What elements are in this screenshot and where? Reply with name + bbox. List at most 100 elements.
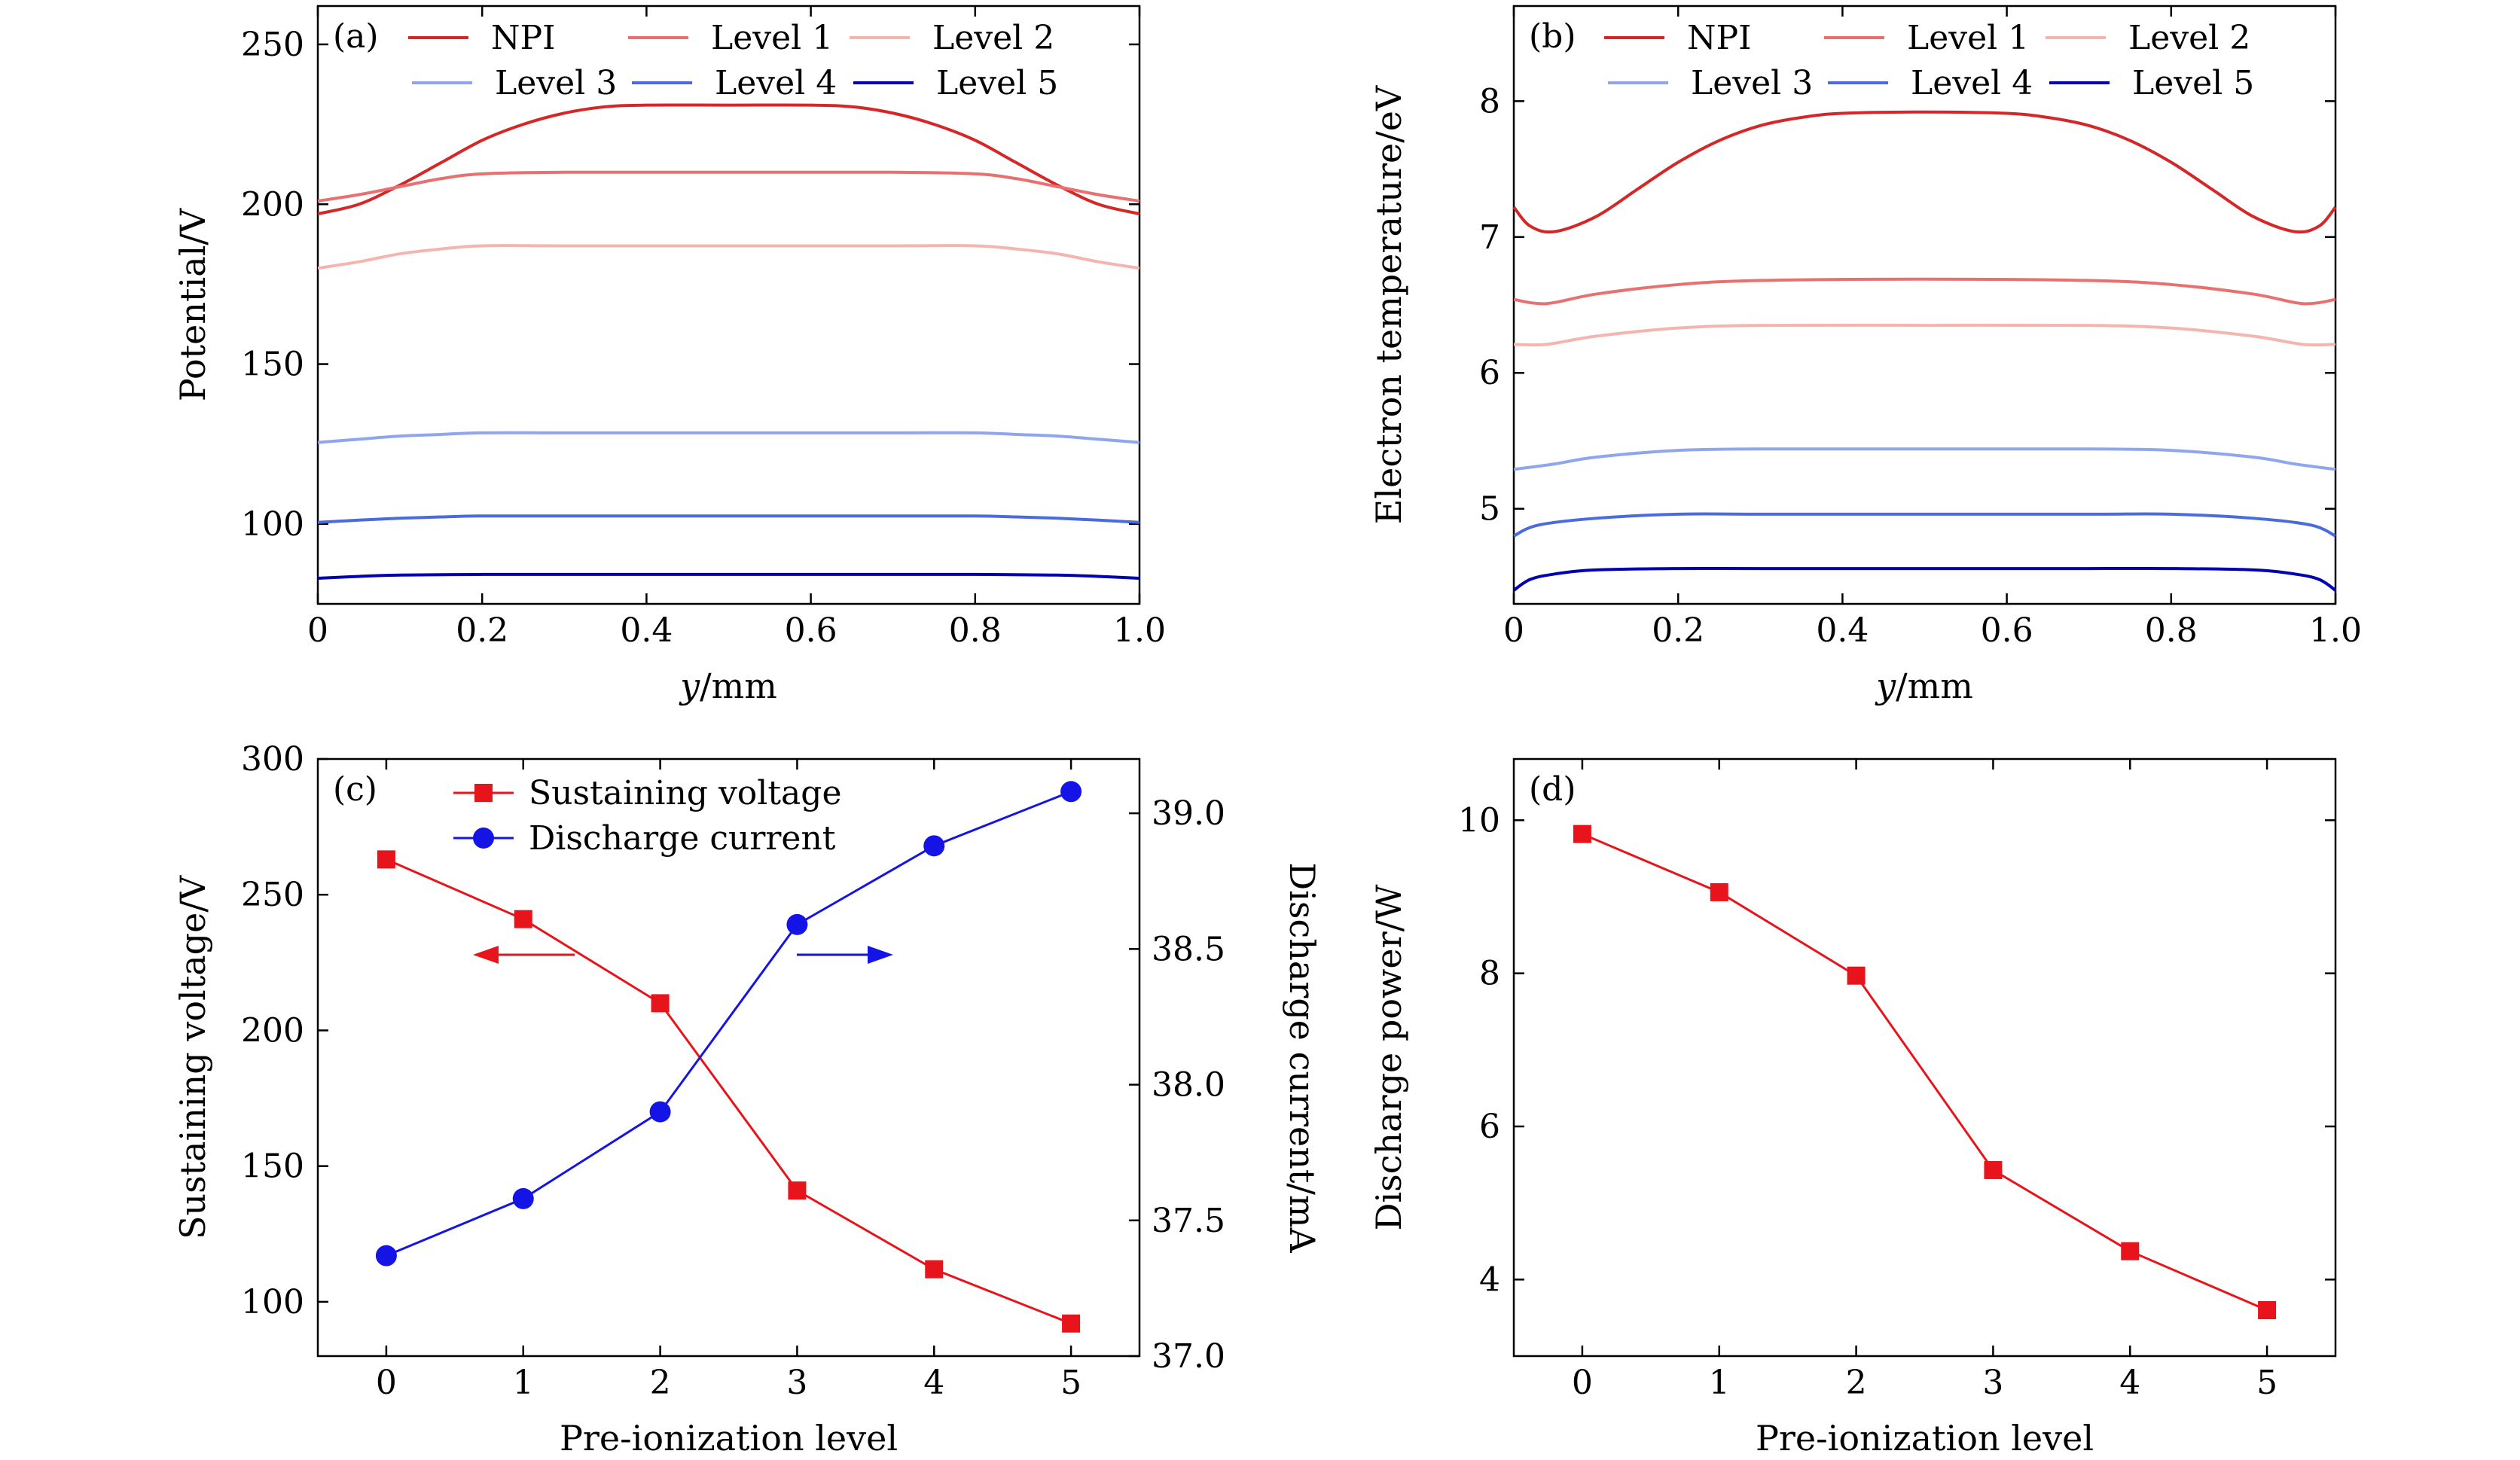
panel-label: (a) bbox=[333, 17, 379, 56]
panel-label: (b) bbox=[1529, 17, 1576, 56]
x-tick-label: 0.6 bbox=[1981, 611, 2033, 650]
chart-panel-b: 0 0.2 0.4 0.6 0.8 1.0 5 6 7 8 y/mm Electron tempera… bbox=[1368, 5, 2362, 706]
data-point-square bbox=[377, 850, 395, 869]
x-tick-label: 0.4 bbox=[1816, 611, 1869, 650]
data-point-circle bbox=[786, 913, 808, 935]
y-tick-label: 8 bbox=[1479, 82, 1500, 120]
data-point-circle bbox=[923, 835, 945, 857]
x-tick-label: 0.8 bbox=[2145, 611, 2198, 650]
x-tick-label: 3 bbox=[1982, 1364, 2003, 1402]
series-line-0 bbox=[1582, 833, 2268, 1312]
data-point-square bbox=[1710, 882, 1728, 901]
x-tick-label: 4 bbox=[2119, 1364, 2140, 1402]
x-axis-label: y/mm bbox=[1875, 666, 1973, 706]
series-line-5 bbox=[317, 572, 1140, 581]
data-point-circle bbox=[649, 1101, 671, 1123]
y-right-tick-label: 37.5 bbox=[1152, 1202, 1225, 1240]
legend-label: Level 5 bbox=[2132, 64, 2254, 102]
series-line-5 bbox=[1512, 566, 2337, 592]
y-tick-label: 300 bbox=[241, 740, 304, 779]
series-line-0 bbox=[386, 858, 1072, 1325]
x-tick-label: 0 bbox=[376, 1364, 397, 1402]
data-point-square bbox=[1847, 966, 1866, 985]
x-axis-label: Pre-ionization level bbox=[1756, 1418, 2094, 1458]
x-tick-label: 1 bbox=[513, 1364, 534, 1402]
y-axis-label: Potential/V bbox=[172, 208, 213, 401]
legend-label: Level 2 bbox=[2128, 19, 2250, 57]
y-tick-label: 100 bbox=[241, 505, 304, 544]
plot-frame bbox=[316, 5, 1141, 605]
series-line-3 bbox=[1513, 447, 2336, 471]
y-right-tick-label: 38.5 bbox=[1152, 930, 1225, 968]
chart-panel-a: 0 0.2 0.4 0.6 0.8 1.0 100 150 200 250 y/mm Potentia… bbox=[172, 5, 1166, 706]
x-tick-label: 2 bbox=[650, 1364, 671, 1402]
series-line-2 bbox=[317, 244, 1140, 270]
y-axis-label: Sustaining voltage/V bbox=[172, 875, 213, 1239]
data-point-square bbox=[1573, 824, 1591, 843]
chart-panel-c: 0 1 2 3 4 5 100 150 200 250 300 37.0 37.5 38.0 38.5 39.… bbox=[172, 740, 1323, 1458]
x-tick-label: 1.0 bbox=[1113, 611, 1166, 650]
series-line-1 bbox=[386, 790, 1072, 1257]
y-right-tick-label: 39.0 bbox=[1152, 794, 1225, 833]
data-point-square bbox=[1062, 1314, 1081, 1333]
y-tick-label: 5 bbox=[1479, 490, 1500, 529]
y-tick-label: 250 bbox=[241, 26, 304, 64]
x-tick-label: 0.2 bbox=[456, 611, 508, 650]
legend-label: Level 5 bbox=[936, 64, 1058, 102]
data-point-square bbox=[651, 994, 670, 1013]
legend-marker-square bbox=[474, 784, 493, 802]
legend-label: Sustaining voltage bbox=[529, 774, 842, 812]
series-line-0 bbox=[1512, 110, 2337, 234]
series-line-1 bbox=[317, 170, 1140, 203]
chart-panel-d: 0 1 2 3 4 5 4 6 8 10 Pre-ionization level Discharge… bbox=[1368, 757, 2337, 1458]
data-point-square bbox=[2258, 1301, 2277, 1319]
y-axis-label: Discharge power/W bbox=[1368, 884, 1409, 1231]
y-tick-label: 200 bbox=[241, 185, 304, 224]
y-tick-label: 6 bbox=[1479, 354, 1500, 392]
y-tick-label: 8 bbox=[1479, 955, 1500, 993]
x-tick-label: 0 bbox=[1572, 1364, 1593, 1402]
y-axis-right-label: Discharge current/mA bbox=[1282, 862, 1323, 1253]
x-tick-label: 0 bbox=[307, 611, 328, 650]
data-point-square bbox=[1984, 1160, 2003, 1179]
legend-label: NPI bbox=[491, 19, 556, 57]
x-tick-label: 1 bbox=[1709, 1364, 1730, 1402]
y-tick-label: 6 bbox=[1479, 1108, 1500, 1146]
legend-label: Level 2 bbox=[932, 19, 1054, 57]
legend-label: Level 4 bbox=[1911, 64, 2033, 102]
legend-label: Level 1 bbox=[711, 19, 833, 57]
y-tick-label: 200 bbox=[241, 1011, 304, 1050]
left-arrow-icon bbox=[473, 946, 499, 964]
data-point-square bbox=[788, 1181, 807, 1200]
y-tick-label: 250 bbox=[241, 876, 304, 914]
x-tick-label: 0 bbox=[1503, 611, 1524, 650]
legend-label: Level 4 bbox=[715, 64, 837, 102]
series-line-4 bbox=[317, 514, 1140, 524]
x-tick-label: 5 bbox=[2256, 1364, 2277, 1402]
series-line-1 bbox=[1513, 277, 2336, 306]
legend-label: Level 1 bbox=[1907, 19, 2029, 57]
x-tick-label: 0.4 bbox=[620, 611, 673, 650]
data-point-square bbox=[2121, 1242, 2140, 1260]
x-tick-label: 5 bbox=[1060, 1364, 1082, 1402]
y-axis-label: Electron temperature/eV bbox=[1368, 85, 1409, 524]
panel-label: (c) bbox=[333, 770, 377, 809]
series-line-4 bbox=[1513, 512, 2336, 538]
data-point-circle bbox=[1060, 781, 1082, 803]
y-tick-label: 4 bbox=[1479, 1260, 1500, 1299]
y-right-tick-label: 38.0 bbox=[1152, 1066, 1225, 1105]
plot-frame bbox=[1512, 5, 2337, 605]
legend-marker-circle bbox=[473, 828, 494, 849]
x-tick-label: 3 bbox=[786, 1364, 807, 1402]
y-tick-label: 150 bbox=[241, 346, 304, 384]
series-line-3 bbox=[317, 431, 1140, 444]
legend-label: Discharge current bbox=[529, 819, 836, 858]
y-tick-label: 150 bbox=[241, 1148, 304, 1186]
series-line-0 bbox=[317, 103, 1140, 215]
x-tick-label: 2 bbox=[1846, 1364, 1867, 1402]
legend-label: NPI bbox=[1687, 19, 1752, 57]
data-point-square bbox=[925, 1260, 944, 1279]
y-tick-label: 100 bbox=[241, 1283, 304, 1321]
y-right-tick-label: 37.0 bbox=[1152, 1337, 1225, 1376]
